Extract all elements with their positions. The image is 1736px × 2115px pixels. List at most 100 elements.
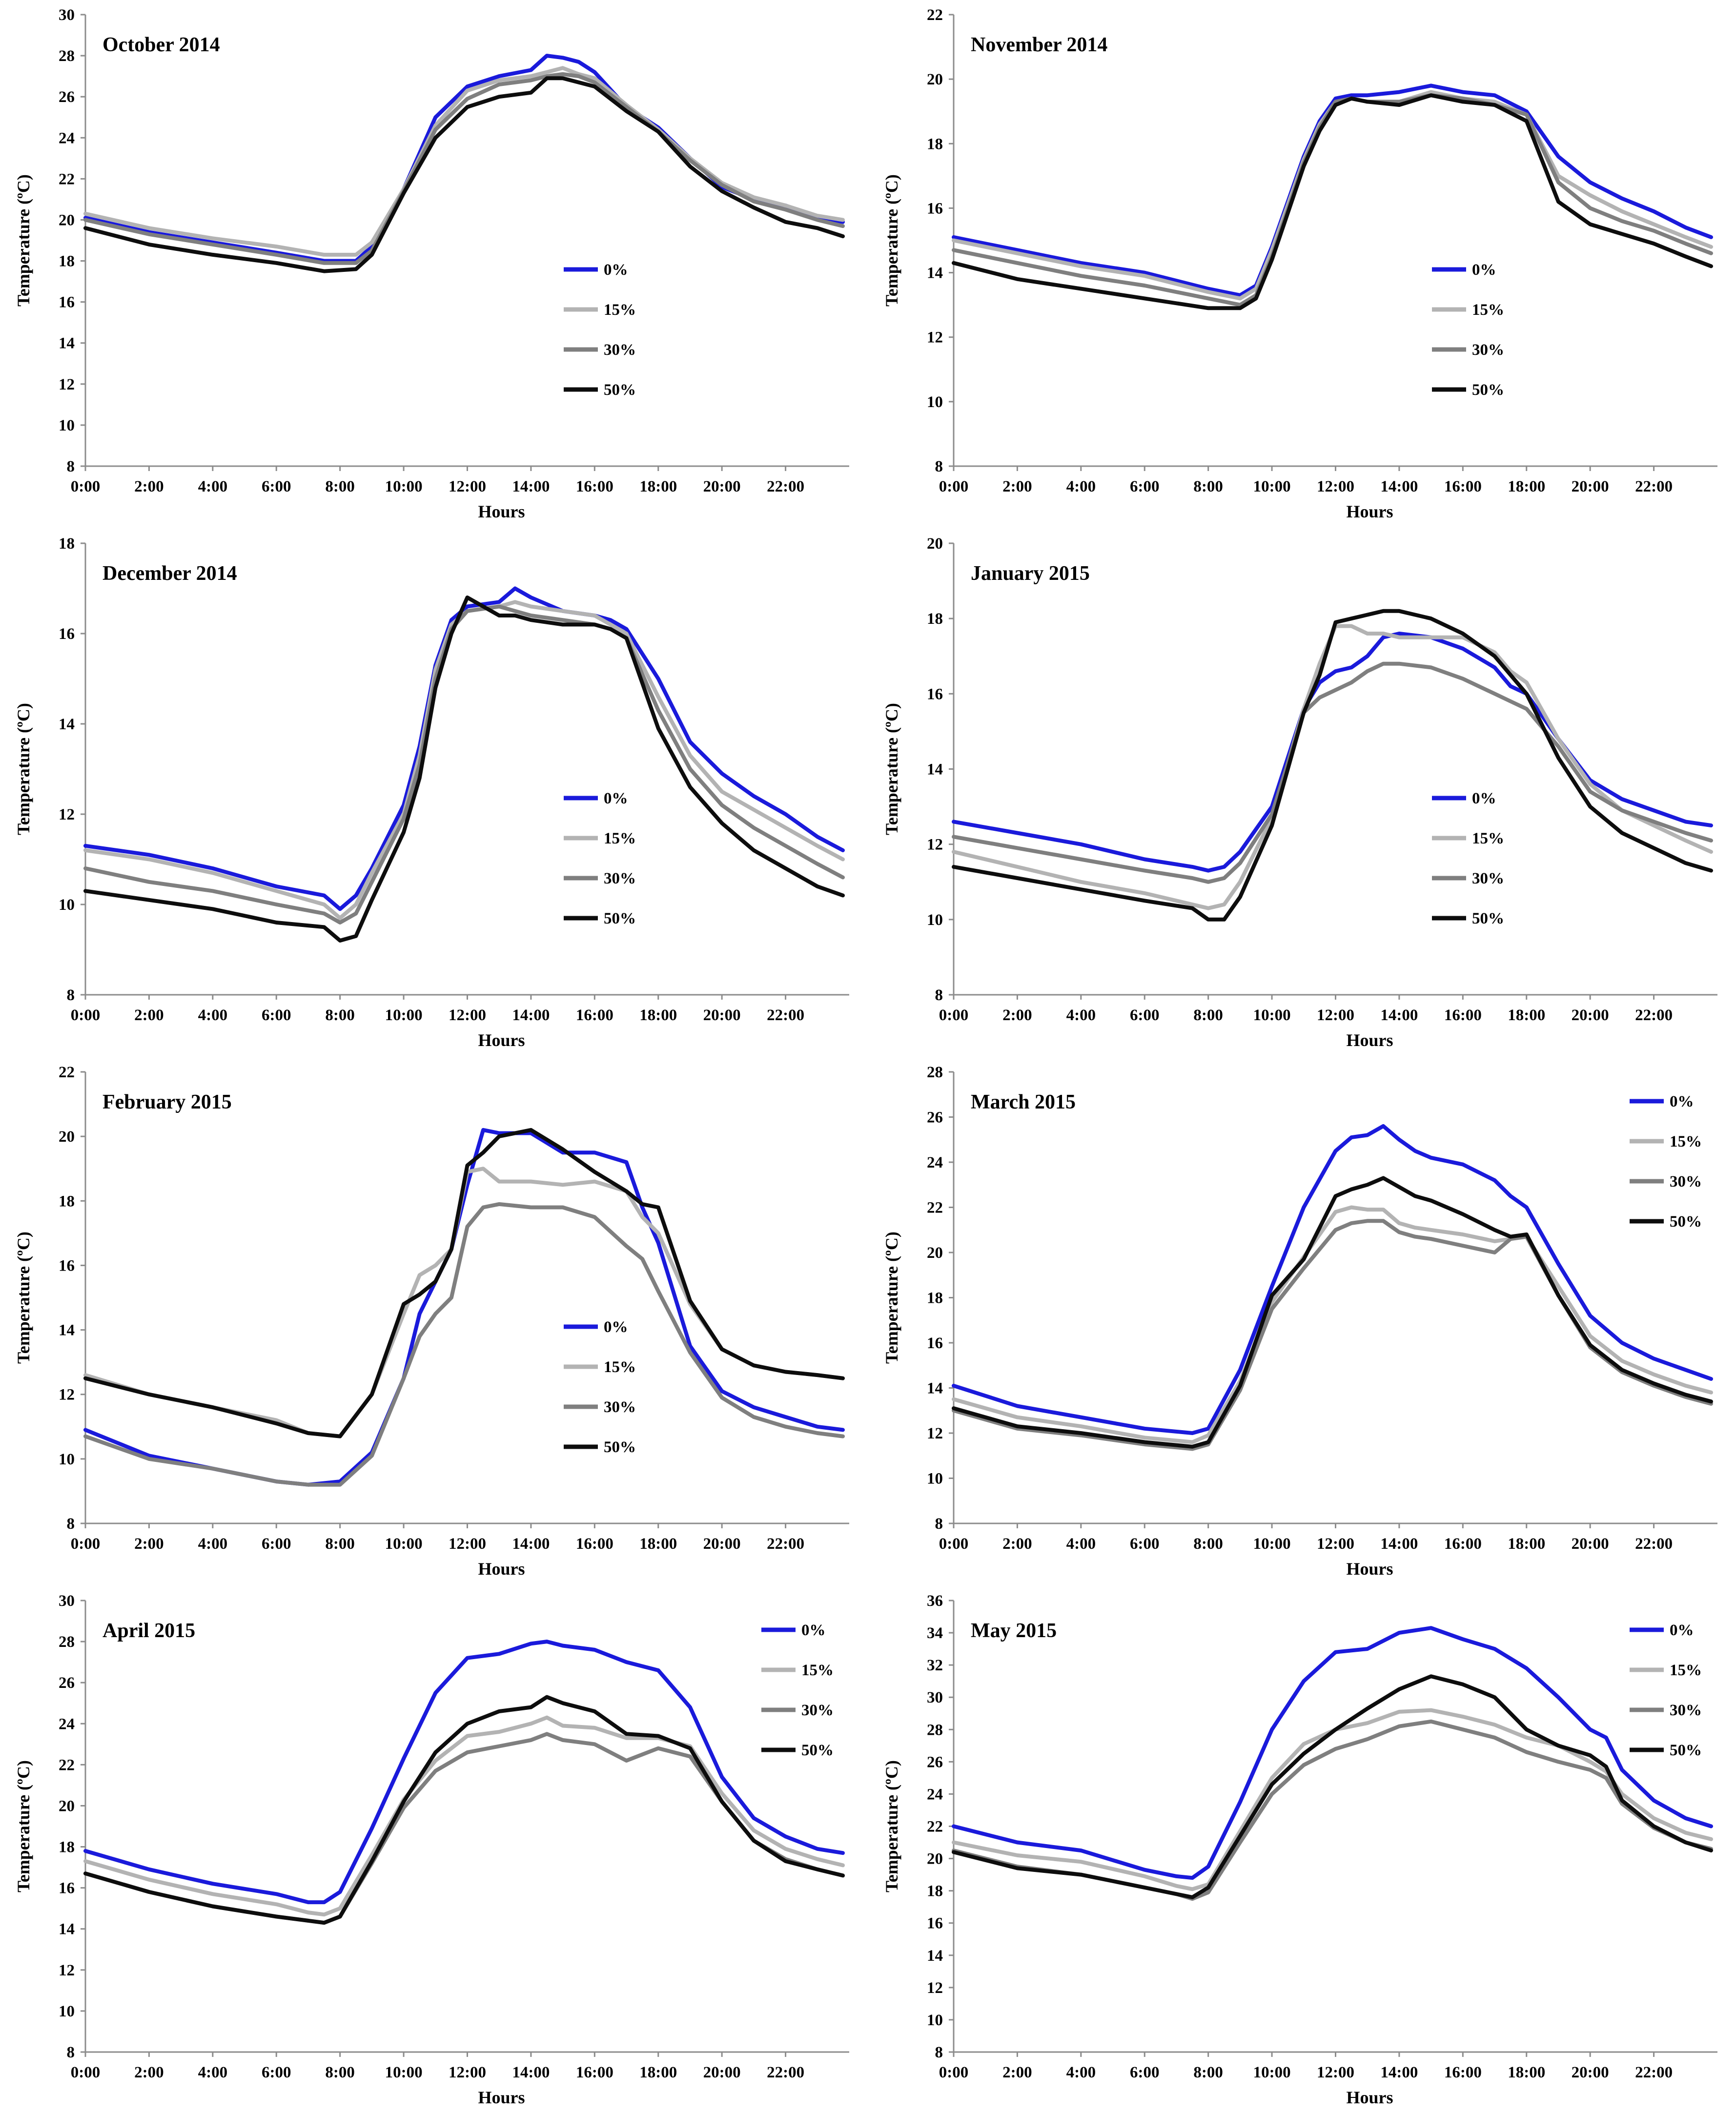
y-tick-label: 32 xyxy=(927,1657,943,1674)
x-tick-label: 6:00 xyxy=(1130,2064,1160,2081)
y-axis-title: Temperature (ºC) xyxy=(14,703,33,835)
y-tick-label: 18 xyxy=(927,1883,943,1900)
legend-label-0: 0% xyxy=(1472,790,1496,807)
series-line-30 xyxy=(83,1202,845,1487)
x-tick-label: 8:00 xyxy=(325,1006,355,1024)
y-tick-label: 16 xyxy=(927,1335,943,1352)
x-tick-label: 6:00 xyxy=(262,1535,291,1553)
x-tick-label: 12:00 xyxy=(1317,1006,1354,1024)
series-line-0 xyxy=(952,83,1713,297)
legend-label-15: 15% xyxy=(801,1662,834,1679)
x-tick-label: 12:00 xyxy=(1317,2064,1354,2081)
series-line-50 xyxy=(952,609,1713,922)
y-tick-label: 20 xyxy=(59,211,75,229)
legend-label-15: 15% xyxy=(604,1358,636,1376)
x-tick-label: 6:00 xyxy=(262,1006,291,1024)
x-tick-label: 14:00 xyxy=(1380,2064,1418,2081)
series-line-50 xyxy=(952,93,1713,310)
series-line-0 xyxy=(83,1640,845,1905)
y-tick-label: 20 xyxy=(927,71,943,88)
x-tick-label: 16:00 xyxy=(576,1006,613,1024)
legend-label-50: 50% xyxy=(604,910,636,927)
y-tick-label: 10 xyxy=(59,1451,75,1468)
x-tick-label: 2:00 xyxy=(134,1006,164,1024)
series-line-30 xyxy=(83,604,845,924)
series-line-0 xyxy=(952,1626,1713,1880)
x-tick-label: 8:00 xyxy=(325,1535,355,1553)
x-tick-label: 16:00 xyxy=(1444,1535,1482,1553)
y-tick-label: 12 xyxy=(927,1425,943,1442)
x-axis-title: Hours xyxy=(1346,1559,1393,1579)
legend-label-30: 30% xyxy=(604,870,636,887)
y-tick-label: 14 xyxy=(59,335,75,352)
x-tick-label: 2:00 xyxy=(134,1535,164,1553)
series-line-15 xyxy=(952,624,1713,910)
legend-label-30: 30% xyxy=(604,1398,636,1416)
y-tick-label: 14 xyxy=(59,1322,75,1339)
chart-panel-december-2014: 8 10 12 14 16 18 0:00 2:00 4:00 6:00 8:00 10:00 12:0… xyxy=(0,529,868,1057)
x-tick-label: 0:00 xyxy=(71,478,101,495)
y-tick-label: 20 xyxy=(59,1797,75,1815)
y-tick-label: 18 xyxy=(927,135,943,153)
x-tick-label: 18:00 xyxy=(1508,1006,1545,1024)
y-axis-title: Temperature (ºC) xyxy=(14,174,33,307)
y-tick-label: 24 xyxy=(927,1154,943,1171)
y-tick-label: 22 xyxy=(59,1756,75,1774)
x-tick-label: 10:00 xyxy=(1253,1535,1291,1553)
y-tick-label: 20 xyxy=(927,1244,943,1262)
x-tick-label: 4:00 xyxy=(1066,2064,1096,2081)
x-tick-label: 22:00 xyxy=(1635,478,1673,495)
x-tick-label: 20:00 xyxy=(1572,2064,1609,2081)
y-tick-label: 20 xyxy=(59,1128,75,1146)
series-line-50 xyxy=(952,1176,1713,1449)
x-tick-label: 0:00 xyxy=(71,2064,101,2081)
y-tick-label: 16 xyxy=(59,294,75,311)
y-tick-label: 10 xyxy=(59,896,75,914)
x-tick-label: 20:00 xyxy=(703,2064,741,2081)
y-tick-label: 8 xyxy=(67,2044,75,2061)
legend-label-0: 0% xyxy=(801,1622,826,1639)
y-tick-label: 14 xyxy=(927,761,943,779)
x-tick-label: 14:00 xyxy=(512,2064,550,2081)
y-tick-label: 18 xyxy=(927,1290,943,1307)
x-tick-label: 16:00 xyxy=(576,2064,613,2081)
legend-label-0: 0% xyxy=(604,261,628,279)
x-tick-label: 2:00 xyxy=(1002,2064,1032,2081)
chart-panel-october-2014: 8 10 12 14 16 18 20 22 24 26 28 30 0:00 2:00 4:00 6:00 8… xyxy=(0,0,868,529)
x-tick-label: 2:00 xyxy=(1002,478,1032,495)
legend-label-30: 30% xyxy=(801,1702,834,1719)
x-tick-label: 20:00 xyxy=(1572,1006,1609,1024)
y-tick-label: 12 xyxy=(927,1979,943,1997)
y-axis-title: Temperature (ºC) xyxy=(14,1232,33,1364)
series-line-0 xyxy=(83,586,845,911)
x-tick-label: 0:00 xyxy=(939,1535,969,1553)
y-tick-label: 8 xyxy=(935,1515,943,1533)
y-tick-label: 22 xyxy=(927,1818,943,1836)
x-tick-label: 0:00 xyxy=(939,2064,969,2081)
y-tick-label: 24 xyxy=(59,1715,75,1733)
x-tick-label: 18:00 xyxy=(1508,2064,1545,2081)
x-tick-label: 18:00 xyxy=(639,1535,677,1553)
legend-label-50: 50% xyxy=(1670,1213,1702,1231)
x-tick-label: 20:00 xyxy=(703,1535,741,1553)
y-tick-label: 28 xyxy=(927,1721,943,1739)
x-tick-label: 4:00 xyxy=(198,1535,228,1553)
x-tick-label: 8:00 xyxy=(325,478,355,495)
x-tick-label: 18:00 xyxy=(639,478,677,495)
x-tick-label: 10:00 xyxy=(1253,2064,1291,2081)
series-line-50 xyxy=(83,1128,845,1438)
series-line-15 xyxy=(952,90,1713,301)
legend-label-0: 0% xyxy=(1670,1093,1694,1110)
chart-svg: 8 10 12 14 16 18 20 22 24 26 28 30 0:00 2:00 4:00 6:00 8… xyxy=(14,1592,849,2107)
legend-label-30: 30% xyxy=(604,341,636,359)
x-tick-label: 14:00 xyxy=(1380,1006,1418,1024)
y-axis-title: Temperature (ºC) xyxy=(882,1760,901,1892)
chart-panel-march-2015: 8 10 12 14 16 18 20 22 24 26 28 0:00 2:00 4:00 6:00 8:0… xyxy=(868,1057,1736,1586)
x-tick-label: 2:00 xyxy=(1002,1535,1032,1553)
series-line-50 xyxy=(83,76,845,273)
legend-label-50: 50% xyxy=(1472,381,1504,399)
y-tick-label: 12 xyxy=(59,1386,75,1404)
x-tick-label: 8:00 xyxy=(1193,478,1223,495)
y-tick-label: 20 xyxy=(927,535,943,553)
